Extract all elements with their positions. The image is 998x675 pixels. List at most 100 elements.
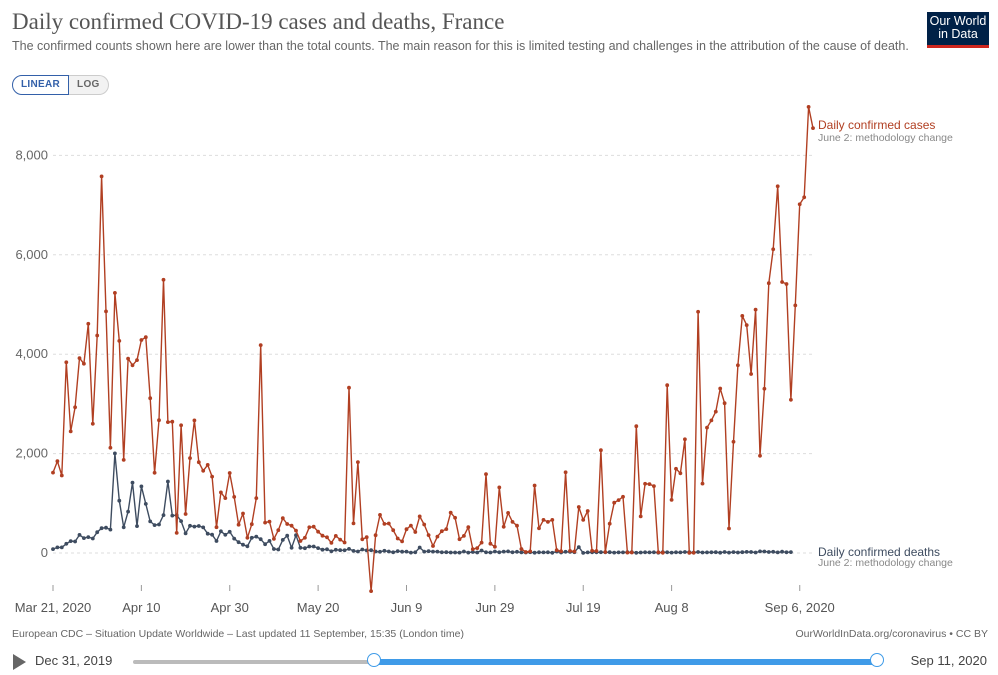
data-point-deaths (148, 519, 153, 524)
data-point-cases (528, 549, 533, 554)
data-point-cases (73, 405, 77, 410)
data-point-cases (594, 549, 599, 553)
x-tick-label: Jun 29 (475, 600, 514, 615)
data-point-cases (148, 396, 153, 401)
data-point-cases (174, 531, 179, 535)
data-point-cases (223, 496, 228, 500)
data-point-cases (722, 401, 727, 406)
data-point-deaths (64, 541, 69, 546)
data-point-deaths (196, 524, 201, 528)
data-point-cases (121, 458, 126, 462)
data-point-deaths (369, 548, 373, 553)
data-point-deaths (219, 529, 223, 534)
data-point-deaths (303, 546, 307, 551)
page-subtitle: The confirmed counts shown here are lowe… (12, 39, 909, 53)
data-point-cases (192, 418, 197, 423)
data-point-cases (775, 184, 780, 189)
data-point-deaths (298, 545, 303, 550)
data-point-cases (214, 525, 219, 530)
data-point-deaths (731, 550, 736, 554)
x-tick-label: May 20 (297, 600, 340, 615)
play-icon[interactable] (13, 654, 26, 670)
data-point-cases (510, 520, 515, 524)
data-point-cases (691, 550, 696, 555)
data-point-cases (51, 470, 55, 475)
data-point-cases (532, 483, 537, 488)
data-point-deaths (241, 542, 245, 547)
data-point-deaths (258, 537, 263, 542)
data-point-deaths (356, 549, 360, 554)
data-point-deaths (435, 549, 440, 554)
data-point-deaths (311, 544, 316, 549)
data-point-cases (581, 518, 586, 522)
data-point-deaths (727, 550, 731, 555)
data-point-deaths (316, 546, 320, 550)
data-point-deaths (360, 547, 365, 552)
data-point-deaths (665, 550, 670, 555)
data-point-deaths (254, 534, 259, 539)
data-point-deaths (417, 545, 422, 550)
data-point-cases (705, 425, 709, 430)
data-point-cases (669, 498, 674, 502)
data-point-cases (157, 418, 161, 423)
data-point-deaths (470, 550, 475, 554)
data-point-cases (351, 521, 356, 526)
data-point-deaths (249, 535, 254, 540)
owid-logo[interactable]: Our World in Data (927, 12, 989, 48)
scale-toggle: LINEAR LOG (12, 75, 109, 95)
data-point-cases (373, 533, 378, 538)
data-point-deaths (263, 542, 267, 547)
data-point-deaths (749, 550, 753, 554)
timeline-start-handle[interactable] (367, 653, 381, 667)
data-point-cases (590, 548, 594, 553)
data-point-deaths (647, 550, 652, 555)
timeline: Dec 31, 2019 Sep 11, 2020 (0, 648, 998, 675)
data-point-cases (709, 418, 714, 423)
timeline-end-handle[interactable] (870, 653, 884, 667)
data-point-deaths (576, 545, 581, 549)
data-point-deaths (400, 549, 404, 554)
data-point-cases (143, 335, 148, 340)
y-tick-label: 6,000 (15, 247, 48, 262)
data-point-cases (806, 105, 811, 109)
data-point-deaths (678, 550, 683, 555)
data-point-cases (183, 512, 188, 516)
credit-link[interactable]: OurWorldInData.org/coronavirus • CC BY (795, 628, 988, 640)
data-point-deaths (550, 550, 555, 555)
data-point-deaths (488, 550, 493, 555)
x-tick-label: Apr 10 (122, 600, 160, 615)
x-tick-label: Sep 6, 2020 (765, 600, 835, 615)
log-scale-button[interactable]: LOG (69, 75, 109, 95)
data-point-deaths (188, 523, 192, 528)
data-point-deaths (532, 550, 537, 555)
data-point-cases (466, 525, 471, 530)
data-point-cases (559, 549, 563, 554)
data-point-cases (727, 526, 731, 531)
data-point-deaths (90, 536, 95, 541)
data-point-deaths (404, 549, 409, 554)
data-point-deaths (784, 550, 789, 555)
data-point-deaths (108, 527, 113, 532)
data-point-cases (55, 459, 60, 464)
data-point-cases (453, 515, 457, 520)
data-point-cases (413, 530, 418, 534)
data-point-cases (126, 356, 130, 361)
data-point-deaths (201, 525, 206, 530)
data-point-deaths (771, 549, 776, 554)
linear-scale-button[interactable]: LINEAR (12, 75, 70, 95)
data-point-cases (179, 423, 184, 428)
data-point-cases (426, 533, 431, 537)
data-point-cases (342, 540, 347, 545)
data-point-cases (771, 247, 776, 252)
series-line-cases (52, 106, 814, 592)
data-point-cases (196, 460, 201, 465)
y-tick-label: 8,000 (15, 147, 48, 162)
data-point-cases (762, 386, 767, 391)
timeline-selected-range[interactable] (374, 659, 877, 665)
data-point-cases (493, 544, 497, 549)
data-point-deaths (674, 550, 678, 555)
data-point-cases (497, 485, 502, 490)
data-point-deaths (223, 532, 228, 537)
data-point-cases (99, 174, 104, 179)
data-point-cases (338, 537, 343, 542)
